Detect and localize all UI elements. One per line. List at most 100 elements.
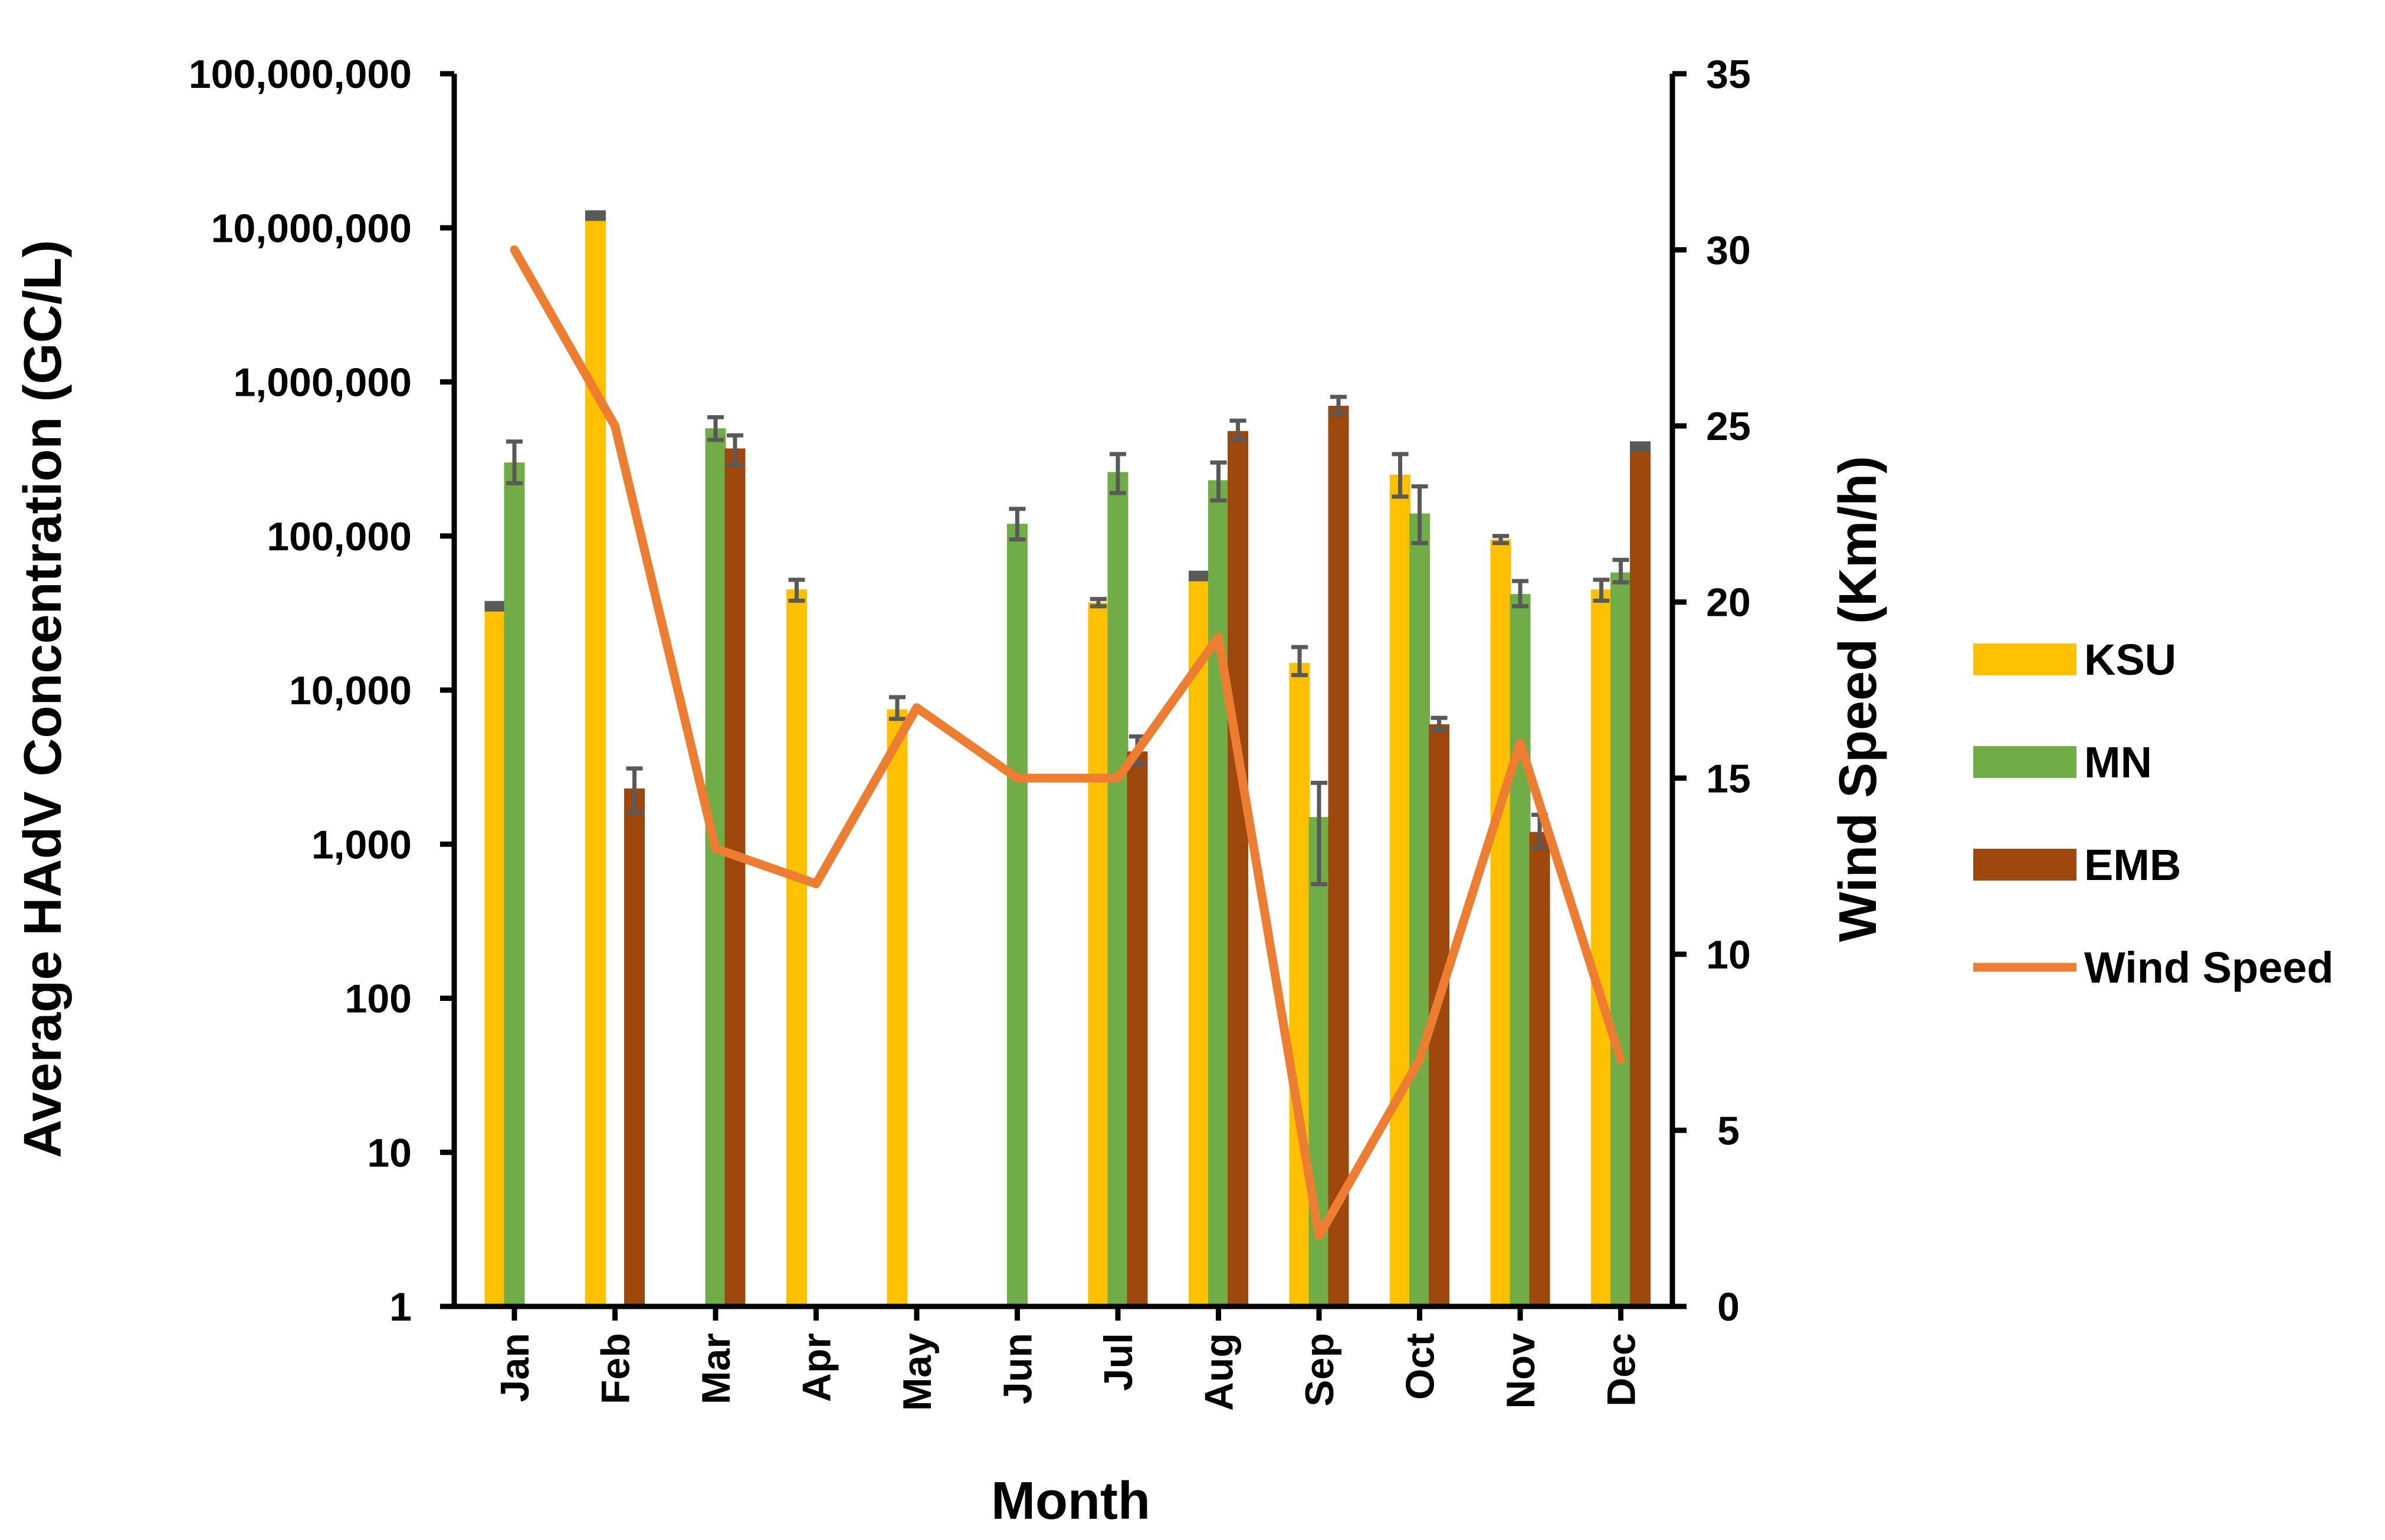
bar-mn-aug: [1208, 480, 1229, 1307]
bar-emb-feb: [624, 788, 645, 1306]
bar-ksu-apr: [786, 589, 807, 1307]
legend-label: EMB: [2084, 840, 2181, 889]
wind-speed-point-sep: [1318, 1235, 1320, 1237]
bar-ksu-jan: [484, 606, 506, 1306]
x-tick-label-aug: Aug: [1197, 1333, 1242, 1411]
y-right-tick-label: 10: [1706, 932, 1751, 977]
y-left-tick-label: 1: [389, 1285, 412, 1329]
error-bar-emb-feb: [626, 766, 643, 815]
line-layer: [510, 245, 1625, 1241]
bar-emb-sep: [1328, 405, 1349, 1306]
legend-swatch: [1973, 746, 2076, 778]
x-tick-label-jun: Jun: [996, 1333, 1041, 1404]
y-left-tick-label: 10,000: [289, 668, 412, 713]
wind-speed-point-jun: [1016, 777, 1018, 779]
legend-swatch: [1973, 643, 2076, 675]
bar-cap-emb-dec: [1630, 441, 1651, 452]
bar-emb-nov: [1529, 832, 1550, 1306]
legend-item-ksu: KSU: [1973, 635, 2176, 684]
error-bar-mn-sep: [1311, 780, 1327, 886]
bar-emb-jul: [1127, 751, 1148, 1306]
legend-item-emb: EMB: [1973, 840, 2181, 889]
x-tick-label-sep: Sep: [1297, 1333, 1342, 1407]
error-bar-mn-jul: [1110, 452, 1126, 495]
y-right-tick-label: 25: [1706, 404, 1751, 449]
x-tick-label-feb: Feb: [593, 1333, 638, 1404]
error-bar-emb-oct: [1431, 715, 1448, 733]
bar-ksu-jul: [1088, 602, 1109, 1306]
y-right-tick-label: 35: [1706, 52, 1751, 97]
error-bar-mn-dec: [1612, 557, 1629, 585]
y-axis-right-title: Wind Speed (Km/h): [1829, 456, 1888, 942]
legend-item-wind-speed: Wind Speed: [1973, 943, 2334, 992]
bar-emb-mar: [724, 448, 746, 1306]
error-bar-ksu-nov: [1492, 534, 1509, 546]
y-right-tick-label: 30: [1706, 228, 1751, 273]
wind-speed-point-nov: [1520, 742, 1521, 744]
x-tick-label-apr: Apr: [795, 1333, 839, 1402]
y-left-tick-label: 100,000: [267, 514, 412, 559]
y-right-tick-label: 0: [1717, 1285, 1740, 1329]
error-bar-emb-mar: [727, 433, 743, 467]
y-left-tick-label: 10: [367, 1131, 412, 1175]
wind-speed-point-feb: [614, 425, 616, 427]
y-left-tick-label: 1,000,000: [233, 360, 412, 405]
wind-speed-line: [510, 245, 1625, 1241]
bar-ksu-nov: [1490, 539, 1511, 1306]
legend-label: Wind Speed: [2084, 943, 2334, 992]
x-axis-title: Month: [991, 1472, 1150, 1531]
legend-label: MN: [2084, 738, 2152, 787]
bar-ksu-may: [887, 709, 908, 1306]
error-bar-emb-sep: [1330, 395, 1347, 416]
error-bar-mn-jan: [506, 439, 523, 485]
wind-speed-point-may: [916, 707, 917, 708]
wind-speed-point-apr: [815, 883, 817, 885]
y-left-tick-label: 1,000: [311, 822, 412, 867]
error-bar-mn-jun: [1009, 507, 1026, 542]
y-left-tick-label: 10,000,000: [211, 206, 412, 251]
error-bar-ksu-apr: [788, 577, 805, 603]
y-right-tick-label: 15: [1706, 756, 1751, 801]
x-tick-label-nov: Nov: [1498, 1333, 1543, 1409]
error-bar-ksu-oct: [1392, 452, 1409, 499]
wind-speed-point-jan: [514, 249, 515, 251]
y-right-tick-label: 5: [1717, 1108, 1740, 1153]
y-left-tick-label: 100: [345, 977, 412, 1022]
wind-speed-point-oct: [1419, 1059, 1420, 1060]
error-bar-ksu-may: [889, 695, 906, 721]
bar-mn-dec: [1610, 572, 1631, 1306]
error-bar-ksu-dec: [1593, 577, 1610, 603]
wind-speed-point-aug: [1218, 636, 1219, 638]
bar-ksu-dec: [1591, 589, 1612, 1307]
legend-label: KSU: [2084, 635, 2176, 684]
bar-emb-aug: [1228, 431, 1248, 1306]
x-tick-label-dec: Dec: [1599, 1333, 1644, 1407]
bar-mn-jan: [504, 462, 525, 1306]
x-tick-label-jan: Jan: [493, 1333, 537, 1402]
y-axis-left-title: Average HAdV Concentration (GC/L): [14, 240, 73, 1158]
legend-item-mn: MN: [1973, 738, 2152, 787]
bar-mn-jun: [1007, 524, 1028, 1306]
x-tick-label-oct: Oct: [1398, 1333, 1443, 1400]
error-bar-mn-mar: [707, 415, 724, 442]
axes-layer: 1101001,00010,000100,0001,000,00010,000,…: [189, 52, 1751, 1411]
wind-speed-point-dec: [1620, 1059, 1622, 1060]
bar-mn-nov: [1510, 594, 1531, 1306]
bar-cap-ksu-feb: [585, 210, 606, 221]
error-bar-mn-aug: [1210, 460, 1227, 503]
legend-swatch: [1973, 849, 2076, 881]
error-bar-mn-nov: [1512, 579, 1528, 609]
error-bar-emb-aug: [1229, 418, 1246, 442]
x-tick-label-mar: Mar: [694, 1333, 739, 1404]
x-tick-label-jul: Jul: [1096, 1333, 1141, 1391]
y-left-tick-label: 100,000,000: [189, 52, 412, 97]
bar-ksu-sep: [1289, 662, 1310, 1306]
bar-cap-ksu-jan: [484, 600, 506, 612]
error-bar-ksu-sep: [1291, 645, 1308, 678]
bars-layer: [484, 210, 1651, 1307]
bar-mn-oct: [1409, 513, 1430, 1307]
bar-cap-ksu-aug: [1189, 570, 1209, 582]
bar-emb-dec: [1630, 446, 1651, 1307]
bar-mn-mar: [705, 428, 726, 1307]
